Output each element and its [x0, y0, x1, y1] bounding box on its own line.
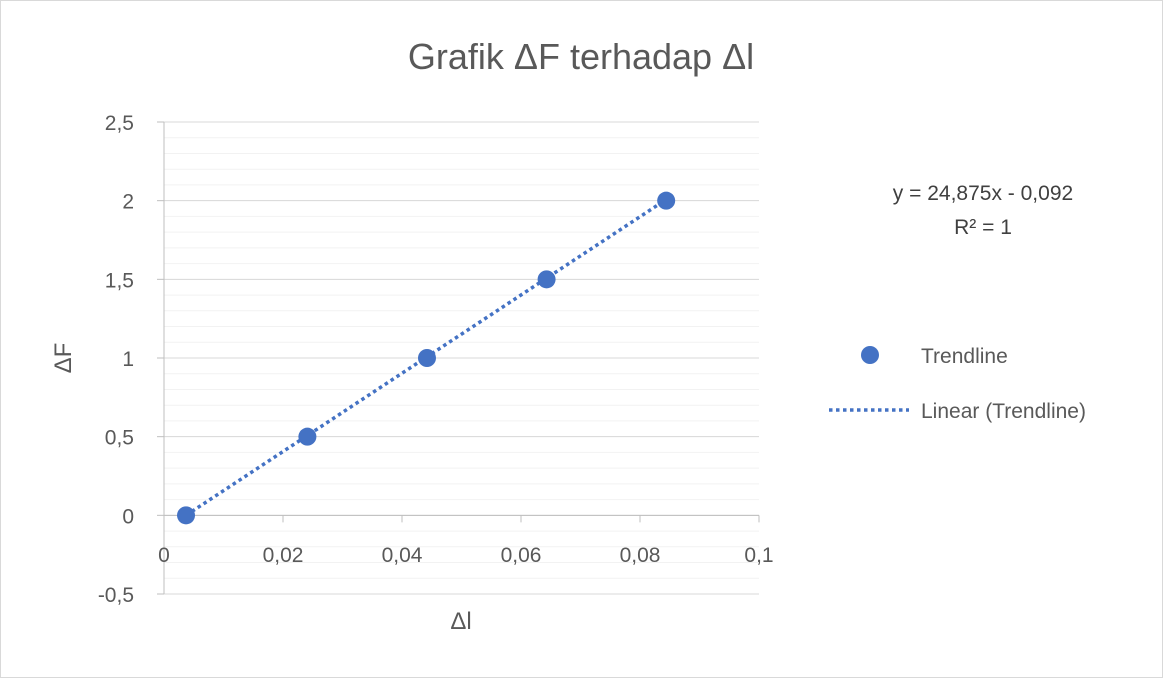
data-point — [177, 506, 196, 525]
data-points — [177, 191, 676, 525]
x-tick-label: 0,04 — [382, 544, 423, 567]
axes: -0,5 0 0,5 1 1,5 2 2,5 0 0,02 0,04 0,06 0,08 0,1 — [98, 112, 774, 607]
y-tick-label: 1,5 — [105, 269, 134, 292]
y-tick-label: 0 — [122, 505, 134, 528]
y-tick-label: 1 — [122, 348, 134, 371]
trendline-r-squared: R² = 1 — [954, 216, 1012, 239]
y-tick-label: 0,5 — [105, 427, 134, 450]
legend-label-trendline: Trendline — [921, 345, 1008, 368]
x-tick-label: 0,06 — [501, 544, 542, 567]
data-point — [657, 191, 676, 210]
data-point — [537, 270, 556, 289]
y-tick-label: 2,5 — [105, 112, 134, 135]
x-tick-label: 0,02 — [263, 544, 304, 567]
x-tick-label: 0,08 — [620, 544, 661, 567]
legend: Trendline Linear (Trendline) — [829, 345, 1086, 423]
x-tick-label: 0 — [158, 544, 170, 567]
legend-marker-trendline — [861, 346, 879, 364]
x-tick-label: 0,1 — [744, 544, 773, 567]
y-axis-label: ΔF — [50, 343, 77, 374]
y-tick-label: 2 — [122, 191, 134, 214]
data-point — [417, 349, 436, 367]
chart-title: Grafik ΔF terhadap Δl — [408, 36, 754, 77]
data-point — [298, 427, 317, 446]
trendline-equation: y = 24,875x - 0,092 — [893, 182, 1073, 205]
legend-label-linear-trendline: Linear (Trendline) — [921, 400, 1086, 423]
y-tick-label: -0,5 — [98, 584, 134, 607]
x-axis-label: Δl — [450, 608, 471, 635]
